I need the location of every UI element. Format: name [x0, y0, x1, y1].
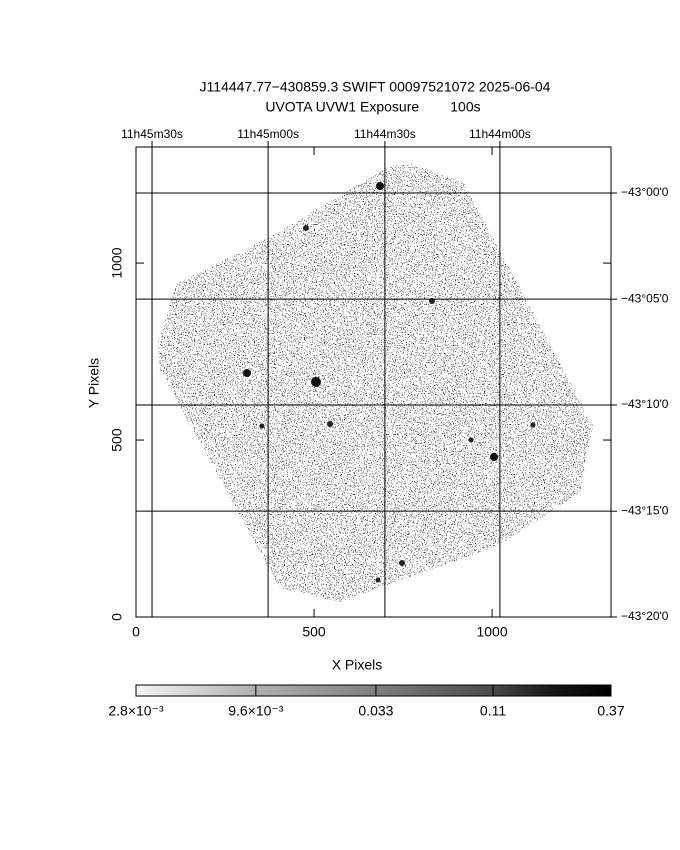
dec-tick-label: −43°20'0 — [621, 609, 669, 623]
ra-tick-label: 11h45m30s — [121, 127, 183, 141]
colorbar-tick-label: 9.6×10⁻³ — [228, 703, 284, 719]
colorbar-tick-label: 2.8×10⁻³ — [108, 703, 164, 719]
colorbar-tick-label: 0.033 — [358, 703, 393, 719]
dec-tick-label: −43°00'0 — [621, 185, 669, 199]
y-tick-label: 0 — [109, 613, 125, 621]
y-tick-label: 500 — [109, 428, 125, 452]
chart-title: J114447.77−430859.3 SWIFT 00097521072 20… — [200, 79, 551, 95]
dec-tick-label: −43°05'0 — [621, 291, 669, 305]
ra-tick-label: 11h44m30s — [354, 127, 416, 141]
colorbar-tick-label: 0.11 — [480, 703, 506, 719]
ra-tick-label: 11h44m00s — [469, 127, 531, 141]
x-tick-label: 500 — [302, 624, 326, 640]
chart-subtitle: UVOTA UVW1 Exposure 100s — [265, 99, 480, 115]
dec-tick-label: −43°15'0 — [621, 503, 669, 517]
ra-tick-label: 11h45m00s — [237, 127, 299, 141]
y-tick-label: 1000 — [109, 247, 125, 278]
x-tick-label: 1000 — [476, 624, 507, 640]
sky-image — [158, 164, 593, 602]
x-axis-label: X Pixels — [332, 657, 383, 673]
colorbar — [135, 684, 612, 697]
y-axis-label: Y Pixels — [86, 358, 102, 408]
dec-tick-label: −43°10'0 — [621, 397, 669, 411]
x-tick-label: 0 — [132, 624, 140, 640]
colorbar-tick-label: 0.37 — [597, 703, 624, 719]
